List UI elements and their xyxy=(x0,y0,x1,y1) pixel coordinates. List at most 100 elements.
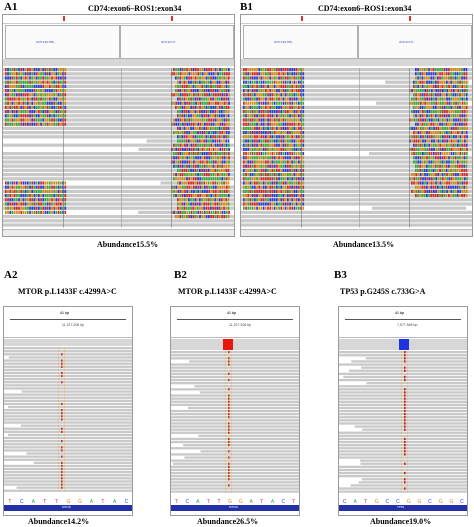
clipped-base xyxy=(243,185,245,189)
clipped-base xyxy=(177,194,180,198)
clipped-base xyxy=(276,164,278,168)
mismatch-base xyxy=(228,351,230,354)
clipped-base xyxy=(461,114,464,118)
clipped-base xyxy=(210,173,213,177)
clipped-base xyxy=(227,135,230,139)
clipped-base xyxy=(49,105,51,109)
clipped-base xyxy=(452,185,455,189)
reference-base: T xyxy=(218,499,221,504)
mismatch-base xyxy=(404,481,406,484)
read xyxy=(4,467,132,471)
clipped-base xyxy=(186,156,189,160)
clipped-base xyxy=(428,105,431,109)
clipped-base xyxy=(221,147,224,151)
clipped-base xyxy=(256,156,258,160)
read xyxy=(4,449,132,452)
clipped-base xyxy=(434,164,437,168)
clipped-base xyxy=(419,152,422,156)
clipped-base xyxy=(208,177,210,181)
clipped-base xyxy=(291,147,294,151)
clipped-base xyxy=(413,131,415,135)
clipped-base xyxy=(302,80,305,84)
clipped-base xyxy=(29,185,31,189)
clipped-base xyxy=(22,80,25,84)
clipped-base xyxy=(453,139,455,143)
clipped-base xyxy=(466,152,468,156)
clipped-base xyxy=(31,68,34,72)
clipped-base xyxy=(461,122,463,126)
clipped-base xyxy=(421,84,424,88)
clipped-base xyxy=(223,118,226,122)
clipped-base xyxy=(210,84,212,88)
clipped-base xyxy=(442,118,444,122)
clipped-base xyxy=(249,89,252,93)
clipped-base xyxy=(208,189,211,193)
clipped-base xyxy=(194,84,197,88)
clipped-base xyxy=(219,84,221,88)
clipped-base xyxy=(27,198,29,202)
clipped-base xyxy=(276,202,278,206)
clipped-base xyxy=(9,202,12,206)
clipped-base xyxy=(419,68,422,72)
clipped-base xyxy=(181,97,184,101)
clipped-base xyxy=(49,114,51,118)
clipped-base xyxy=(216,206,219,210)
reference-mark xyxy=(58,405,59,409)
clipped-base xyxy=(190,206,192,210)
clipped-base xyxy=(254,105,256,109)
clipped-base xyxy=(203,173,206,177)
clipped-base xyxy=(193,185,195,189)
reference-mark xyxy=(407,409,408,413)
clipped-base xyxy=(450,147,453,151)
clipped-base xyxy=(271,143,274,147)
clipped-base xyxy=(216,215,219,219)
clipped-base xyxy=(7,110,9,114)
clipped-base xyxy=(7,118,9,122)
read xyxy=(350,484,467,487)
clipped-base xyxy=(219,189,222,193)
clipped-base xyxy=(31,76,34,80)
clipped-base xyxy=(302,97,305,101)
clipped-base xyxy=(251,84,254,88)
clipped-base xyxy=(46,185,49,189)
clipped-base xyxy=(251,135,254,139)
clipped-base xyxy=(182,93,184,97)
clipped-base xyxy=(193,189,195,193)
clipped-base xyxy=(33,89,36,93)
clipped-base xyxy=(51,189,53,193)
clipped-base xyxy=(31,118,34,122)
clipped-base xyxy=(18,93,20,97)
read xyxy=(171,372,299,375)
clipped-base xyxy=(302,105,305,109)
clipped-base xyxy=(221,97,223,101)
clipped-base xyxy=(302,147,305,151)
clipped-base xyxy=(206,173,208,177)
clipped-base xyxy=(426,97,429,101)
clipped-base xyxy=(184,194,186,198)
panel-label-b1: B1 xyxy=(240,1,253,13)
reference-mark xyxy=(225,459,226,462)
clipped-base xyxy=(31,189,34,193)
clipped-base xyxy=(173,152,175,156)
clipped-base xyxy=(457,114,459,118)
clipped-base xyxy=(245,114,247,118)
read xyxy=(358,481,467,484)
clipped-base xyxy=(262,72,265,76)
clipped-base xyxy=(258,135,261,139)
clipped-base xyxy=(435,118,438,122)
clipped-base xyxy=(196,202,199,206)
clipped-base xyxy=(271,72,274,76)
clipped-base xyxy=(437,84,439,88)
reference-mark xyxy=(407,372,408,375)
clipped-base xyxy=(212,202,214,206)
clipped-base xyxy=(27,185,29,189)
clipped-base xyxy=(424,110,426,114)
clipped-base xyxy=(27,93,29,97)
clipped-base xyxy=(214,89,217,93)
clipped-base xyxy=(9,76,12,80)
clipped-base xyxy=(217,189,219,193)
reference-mark xyxy=(407,360,408,363)
clipped-base xyxy=(271,114,274,118)
clipped-base xyxy=(455,189,457,193)
read xyxy=(241,177,472,181)
